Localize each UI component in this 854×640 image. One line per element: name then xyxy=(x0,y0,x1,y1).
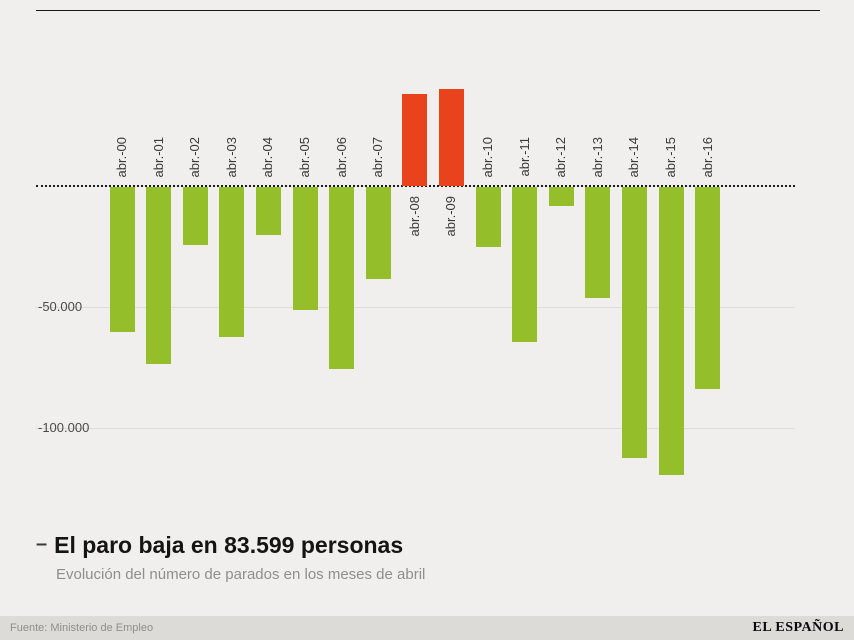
y-tick-label: -50.000 xyxy=(38,299,83,314)
bar-label-abr.-14: abr.-14 xyxy=(626,136,642,177)
title-block: – El paro baja en 83.599 personas Evoluc… xyxy=(36,531,425,583)
zero-axis-line xyxy=(36,185,795,187)
bar-label-abr.-13: abr.-13 xyxy=(589,136,605,177)
bar-abr.-10 xyxy=(475,187,501,247)
footer-bar: Fuente: Ministerio de Empleo EL ESPAÑOL xyxy=(0,616,854,640)
bar-abr.-16 xyxy=(695,187,721,389)
bar-label-abr.-11: abr.-11 xyxy=(516,137,532,177)
bar-label-abr.-02: abr.-02 xyxy=(187,136,203,177)
bar-abr.-12 xyxy=(548,187,574,206)
bar-label-abr.-09: abr.-09 xyxy=(443,196,459,237)
bar-abr.-08 xyxy=(402,94,428,186)
bar-abr.-07 xyxy=(365,187,391,279)
bar-abr.-15 xyxy=(658,187,684,475)
bar-label-abr.-10: abr.-10 xyxy=(480,136,495,177)
bar-abr.-02 xyxy=(182,187,208,245)
bar-abr.-11 xyxy=(512,187,538,342)
y-tick-label: -100.000 xyxy=(38,420,90,435)
bar-abr.-09 xyxy=(438,89,464,186)
bar-label-abr.-16: abr.-16 xyxy=(699,136,715,177)
el-espanol-logo: EL ESPAÑOL xyxy=(752,620,844,635)
bar-abr.-13 xyxy=(585,187,611,298)
top-rule xyxy=(36,10,820,11)
bar-label-abr.-03: abr.-03 xyxy=(223,136,239,177)
title-dash: – xyxy=(36,533,48,555)
source-text: Fuente: Ministerio de Empleo xyxy=(10,622,154,634)
bar-abr.-00 xyxy=(109,187,135,332)
bar-abr.-04 xyxy=(255,187,281,235)
bar-label-abr.-06: abr.-06 xyxy=(333,136,349,177)
bar-abr.-14 xyxy=(621,187,647,458)
bar-abr.-03 xyxy=(219,187,245,337)
bar-label-abr.-08: abr.-08 xyxy=(406,196,422,237)
bar-abr.-06 xyxy=(329,187,355,369)
bar-label-abr.-00: abr.-00 xyxy=(114,136,129,177)
bar-label-abr.-05: abr.-05 xyxy=(297,136,312,177)
bar-label-abr.-12: abr.-12 xyxy=(553,136,569,177)
bar-label-abr.-04: abr.-04 xyxy=(260,136,276,177)
bar-label-abr.-01: abr.-01 xyxy=(150,136,166,177)
chart-subtitle: Evolución del número de parados en los m… xyxy=(56,566,426,583)
bar-label-abr.-07: abr.-07 xyxy=(370,136,386,177)
bar-label-abr.-15: abr.-15 xyxy=(663,136,678,177)
chart-title: El paro baja en 83.599 personas xyxy=(54,532,404,558)
bar-abr.-01 xyxy=(146,187,172,364)
y-gridline xyxy=(36,307,795,308)
y-gridline xyxy=(36,428,795,429)
bar-abr.-05 xyxy=(292,187,318,310)
